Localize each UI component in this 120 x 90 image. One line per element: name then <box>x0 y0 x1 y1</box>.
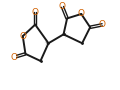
Text: O: O <box>59 2 66 11</box>
Text: O: O <box>10 53 17 62</box>
Text: O: O <box>32 8 39 17</box>
Text: O: O <box>19 32 26 41</box>
Text: O: O <box>78 9 85 18</box>
Text: O: O <box>99 20 106 29</box>
